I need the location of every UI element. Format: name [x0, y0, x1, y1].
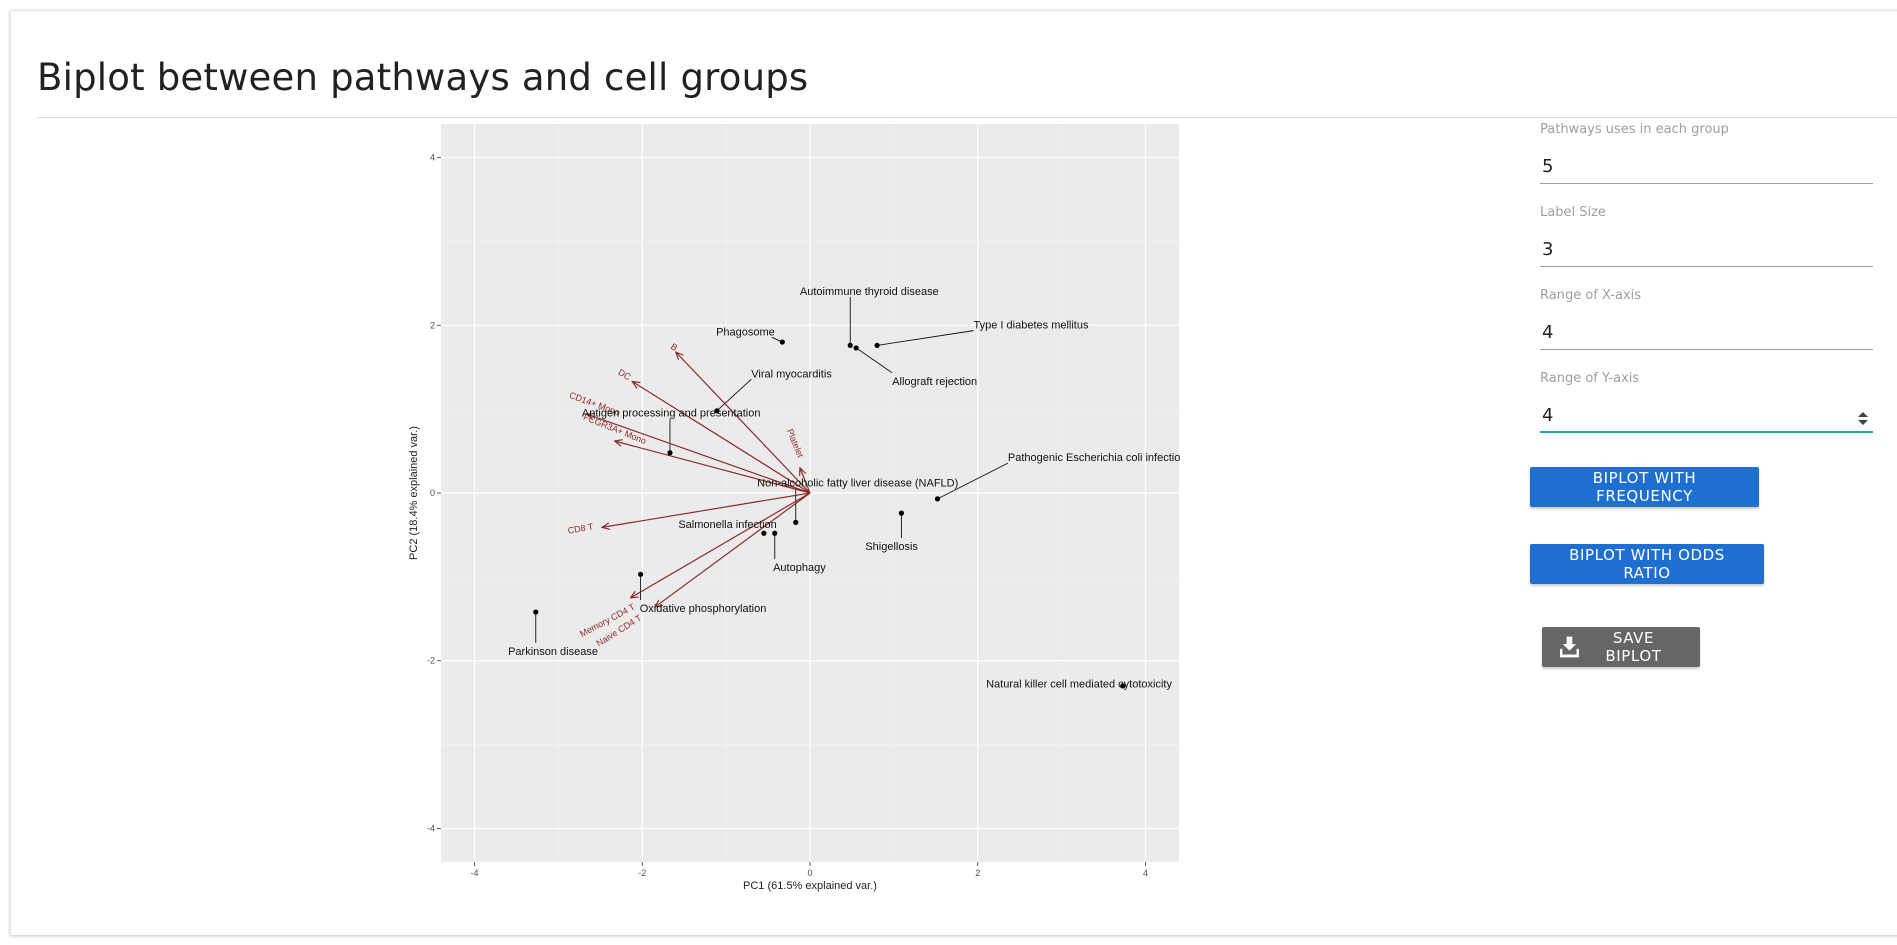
biplot-frequency-button[interactable]: BIPLOT WITH FREQUENCY [1530, 467, 1759, 507]
loading-arrow [632, 381, 811, 494]
pathway-point [533, 609, 539, 615]
pathway-label: Oxidative phosphorylation [640, 603, 767, 615]
pathway-point [934, 496, 941, 502]
x-tick-label: 4 [1143, 868, 1148, 878]
pathway-label: Non-alcoholic fatty liver disease (NAFLD… [757, 477, 958, 489]
pathway-point [714, 408, 720, 414]
point-label-connector [716, 378, 752, 412]
pathway-label: Autoimmune thyroid disease [800, 286, 939, 298]
biplot-chart: -4 -2 0 2 4 -4 -2 0 2 4 PC1 (61.5% explained var.)… [408, 124, 1180, 892]
title-divider [37, 117, 1897, 118]
loading-arrow-label: B [669, 341, 680, 353]
x-axis-title: PC1 (61.5% explained var.) [743, 880, 877, 892]
pathway-label: Natural killer cell mediated cytotoxicit… [986, 679, 1172, 691]
biplot-frequency-label: BIPLOT WITH FREQUENCY [1592, 469, 1697, 505]
number-spinner[interactable] [1857, 409, 1869, 427]
loading-arrow [602, 492, 811, 527]
save-biplot-label: SAVE BIPLOT [1605, 629, 1662, 665]
pathway-label: Viral myocarditis [751, 368, 832, 380]
pathway-point [1120, 683, 1126, 689]
save-biplot-button[interactable]: SAVE BIPLOT [1542, 627, 1700, 667]
pathway-point [779, 339, 785, 345]
point-label-connector [877, 330, 974, 346]
point-label-connector [937, 462, 1009, 500]
pathway-point [761, 530, 767, 536]
label-size-field: Label Size [1540, 203, 1873, 277]
pathway-point [793, 519, 799, 525]
spin-up-icon[interactable] [1858, 411, 1868, 417]
pathway-point [847, 342, 853, 348]
pathway-label: Pathogenic Escherichia coli infection [1008, 452, 1180, 464]
pathway-label: Autophagy [773, 562, 826, 574]
loading-arrow [655, 492, 811, 607]
biplot-odds-ratio-button[interactable]: BIPLOT WITH ODDS RATIO [1530, 544, 1764, 584]
page-title: Biplot between pathways and cell groups [37, 56, 809, 99]
label-size-input[interactable] [1540, 233, 1873, 267]
x-tick-label: -2 [638, 868, 646, 878]
y-tick-label: -2 [427, 656, 435, 666]
pathway-point [637, 571, 644, 577]
download-icon [1560, 636, 1579, 658]
pathway-label: Allograft rejection [892, 376, 977, 388]
loading-arrow [615, 441, 811, 494]
x-range-label: Range of X-axis [1540, 288, 1641, 303]
pathway-label: Type I diabetes mellitus [974, 320, 1089, 332]
pathway-point [853, 345, 859, 351]
y-tick-label: 2 [430, 320, 435, 330]
loading-arrow-label: CD8 T [567, 521, 595, 535]
point-label-connector [855, 347, 893, 374]
pathway-point [874, 342, 880, 348]
y-tick-label: -4 [427, 823, 435, 833]
pathways-per-group-label: Pathways uses in each group [1540, 122, 1729, 137]
pathways-per-group-field: Pathways uses in each group [1540, 120, 1873, 194]
pathway-label: Phagosome [716, 326, 775, 338]
biplot-odds-ratio-label: BIPLOT WITH ODDS RATIO [1569, 546, 1725, 582]
x-tick-label: -4 [471, 868, 479, 878]
x-tick-label: 0 [807, 868, 812, 878]
y-range-label: Range of Y-axis [1540, 371, 1640, 386]
loading-arrow [587, 414, 811, 494]
x-range-input[interactable] [1540, 316, 1873, 350]
pathway-label: Shigellosis [865, 541, 918, 553]
pathway-label: Parkinson disease [508, 646, 598, 658]
x-tick-label: 2 [975, 868, 980, 878]
loading-arrow [676, 352, 811, 494]
pathway-label: Antigen processing and presentation [582, 408, 761, 420]
pathway-point [667, 450, 673, 456]
loading-arrow [800, 468, 811, 494]
y-axis-title: PC2 (18.4% explained var.) [408, 426, 420, 560]
y-range-field: Range of Y-axis [1540, 369, 1873, 443]
y-tick-label: 4 [430, 153, 435, 163]
x-range-field: Range of X-axis [1540, 286, 1873, 360]
pathway-point [898, 510, 905, 516]
pathway-label: Salmonella infection [678, 519, 776, 531]
y-range-input[interactable] [1540, 399, 1873, 433]
pathways-per-group-input[interactable] [1540, 150, 1873, 184]
y-tick-label: 0 [430, 488, 435, 498]
label-size-label: Label Size [1540, 205, 1606, 220]
spin-down-icon[interactable] [1858, 419, 1868, 425]
pathway-point [772, 530, 778, 536]
loading-arrow [631, 492, 811, 598]
